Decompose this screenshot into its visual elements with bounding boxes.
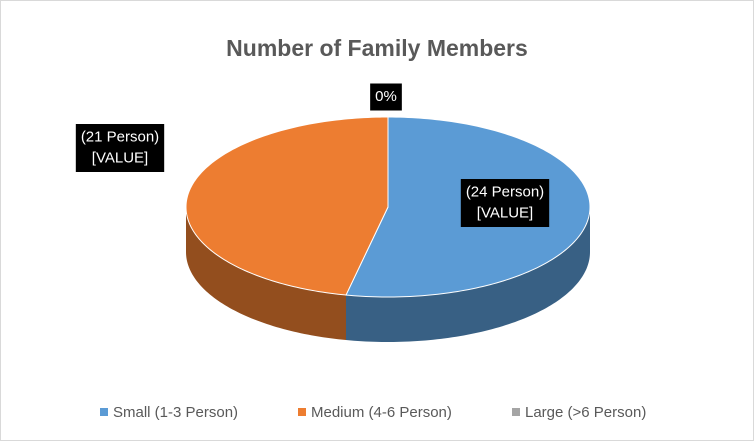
data-label-box xyxy=(370,83,402,111)
legend-label: Medium (4-6 Person) xyxy=(311,404,452,421)
data-label: [VALUE] xyxy=(92,149,148,166)
data-label: [VALUE] xyxy=(477,204,533,221)
legend-swatch xyxy=(298,408,306,416)
legend-swatch xyxy=(512,408,520,416)
data-label-box xyxy=(75,124,165,172)
legend-label: Large (>6 Person) xyxy=(525,404,646,421)
pie-slice-side xyxy=(186,207,346,341)
data-label: (24 Person) xyxy=(466,183,544,200)
data-label-box xyxy=(460,179,550,227)
legend-label: Small (1-3 Person) xyxy=(113,404,238,421)
legend-swatch xyxy=(100,408,108,416)
pie-slice xyxy=(185,116,389,296)
data-label: 0% xyxy=(375,88,397,105)
data-label: (21 Person) xyxy=(81,128,159,145)
pie-slice-side xyxy=(346,207,590,342)
chart-title: Number of Family Members xyxy=(226,35,528,61)
